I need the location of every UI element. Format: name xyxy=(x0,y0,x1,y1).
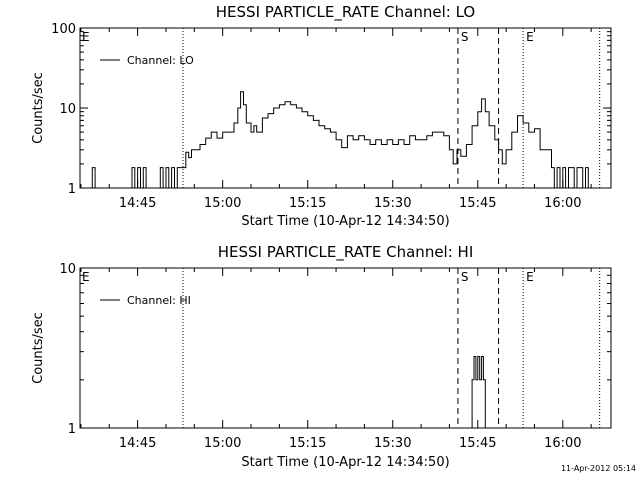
panel-hi-x-tick-label: 15:00 xyxy=(204,436,241,451)
panel-hi-x-tick-label: 15:45 xyxy=(459,436,496,451)
panel-lo-y-tick-label: 10 xyxy=(59,102,76,117)
panel-lo-y-tick-label: 1 xyxy=(68,182,76,197)
panel-hi-marker-label: E xyxy=(526,270,534,284)
panel-lo-x-tick-label: 15:00 xyxy=(204,196,241,211)
panel-hi-x-tick-label: 16:00 xyxy=(544,436,581,451)
panel-lo-series-line xyxy=(89,91,589,189)
panel-hi-x-axis-label: Start Time (10-Apr-12 14:34:50) xyxy=(241,455,449,470)
panel-lo-title: HESSI PARTICLE_RATE Channel: LO xyxy=(216,3,475,22)
panel-hi-axes-frame xyxy=(79,267,612,429)
panel-hi-legend-label: Channel: HI xyxy=(127,294,191,307)
panel-hi-y-axis-label: Counts/sec xyxy=(31,312,46,384)
panel-hi-x-tick-label: 14:45 xyxy=(119,436,156,451)
panel-lo-x-tick-label: 15:45 xyxy=(459,196,496,211)
panel-hi-marker-label: S xyxy=(461,270,469,284)
footer-timestamp: 11-Apr-2012 05:14 xyxy=(560,464,636,473)
panel-lo-x-tick-label: 16:00 xyxy=(544,196,581,211)
panel-hi-y-tick-label: 1 xyxy=(68,422,76,437)
panel-lo-x-tick-label: 14:45 xyxy=(119,196,156,211)
panel-hi-title: HESSI PARTICLE_RATE Channel: HI xyxy=(218,243,474,262)
panel-hi-x-tick-label: 15:15 xyxy=(289,436,326,451)
panel-lo-x-tick-label: 15:15 xyxy=(289,196,326,211)
panel-lo-marker-label: S xyxy=(461,30,469,44)
panel-hi-series-line xyxy=(469,356,486,429)
panel-hi-y-tick-label: 10 xyxy=(59,262,76,277)
panel-hi-corner-label: E xyxy=(82,270,90,284)
panel-hi-x-tick-label: 15:30 xyxy=(374,436,411,451)
panel-lo-axes-frame xyxy=(79,27,612,189)
panel-lo-corner-label: E xyxy=(82,30,90,44)
panel-lo-marker-label: E xyxy=(526,30,534,44)
panel-lo-legend-label: Channel: LO xyxy=(127,54,194,67)
panel-lo-y-tick-label: 100 xyxy=(51,22,76,37)
panel-lo-y-axis-label: Counts/sec xyxy=(31,72,46,144)
panel-lo-x-axis-label: Start Time (10-Apr-12 14:34:50) xyxy=(241,214,449,229)
panel-lo-x-tick-label: 15:30 xyxy=(374,196,411,211)
